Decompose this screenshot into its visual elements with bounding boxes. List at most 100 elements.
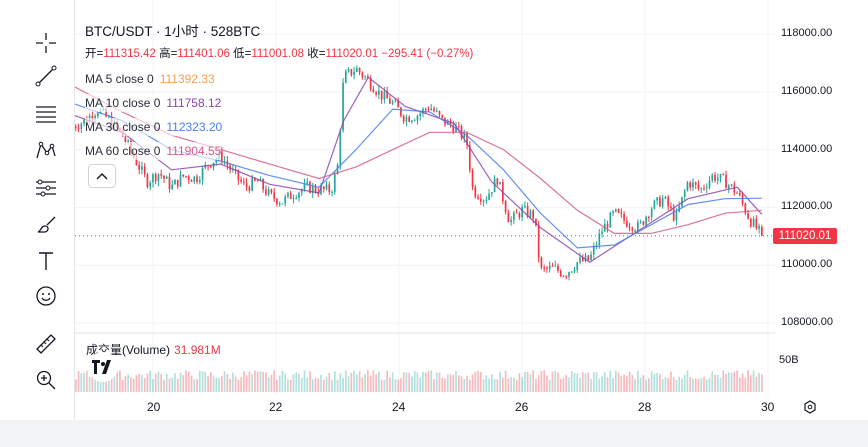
candle-body — [435, 111, 438, 113]
volume-bar — [378, 371, 380, 392]
volume-bar — [372, 370, 375, 392]
candle-body — [752, 218, 755, 227]
candle-body — [554, 265, 557, 267]
candle-body — [138, 164, 141, 170]
candle-body — [433, 108, 435, 112]
indicator-ma10[interactable]: MA 10 close 0 111758.12 — [85, 94, 222, 112]
volume-bar — [603, 372, 606, 392]
chart-settings-button[interactable] — [800, 398, 820, 416]
candle-body — [289, 192, 292, 199]
time-tick: 20 — [147, 400, 161, 414]
candle-body — [154, 174, 157, 182]
volume-bar — [664, 377, 667, 392]
volume-bar — [637, 371, 639, 392]
candle-body — [77, 128, 80, 130]
indicator-ma5[interactable]: MA 5 close 0 111392.33 — [85, 70, 215, 88]
volume-bar — [557, 372, 559, 392]
prediction-icon[interactable] — [27, 175, 65, 201]
candle-body — [344, 71, 347, 83]
ohlc-row: 开=111315.42 高=111401.06 低=111001.08 收=11… — [85, 48, 474, 60]
candle-body — [193, 176, 196, 182]
candle-body — [714, 174, 716, 181]
volume-bar — [380, 379, 383, 392]
volume-bar — [267, 377, 270, 392]
indicator-value: 111392.33 — [159, 72, 215, 86]
candle-body — [163, 175, 165, 179]
chart-area[interactable] — [75, 0, 775, 420]
volume-bar — [91, 374, 94, 392]
volume-bar — [400, 378, 402, 392]
candle-body — [452, 124, 455, 132]
indicator-ma60[interactable]: MA 60 close 0 111904.55 — [85, 142, 222, 160]
close-value: 111020.01 — [325, 48, 379, 60]
crosshair-icon[interactable] — [27, 30, 65, 56]
price-chart[interactable] — [75, 0, 775, 420]
candle-body — [176, 179, 179, 187]
candle-body — [408, 117, 411, 122]
volume-bar — [187, 371, 190, 392]
volume-bar — [278, 375, 281, 392]
collapse-legend-button[interactable] — [88, 164, 116, 188]
candle-body — [524, 205, 526, 208]
volume-bar — [201, 371, 204, 392]
candle-body — [727, 185, 730, 189]
volume-bar — [165, 373, 168, 392]
volume-bar — [760, 374, 763, 392]
volume-bar — [623, 374, 625, 392]
volume-bar — [394, 378, 397, 392]
volume-bar — [532, 370, 535, 392]
volume-bar — [287, 379, 289, 392]
volume-bar — [256, 371, 259, 392]
volume-bar — [75, 379, 77, 392]
volume-bar — [568, 377, 570, 392]
volume-bar — [119, 370, 121, 392]
volume-bar — [441, 377, 444, 392]
ruler-icon[interactable] — [27, 331, 65, 357]
candle-body — [543, 267, 546, 269]
candle-body — [198, 180, 201, 183]
ma-line-ma-10 — [75, 76, 763, 264]
zoom-in-icon[interactable] — [27, 367, 65, 393]
pattern-icon[interactable] — [27, 138, 65, 164]
volume-bar — [601, 376, 603, 392]
price-axis[interactable]: 118000.00 116000.00 114000.00 112000.00 … — [775, 0, 868, 420]
candle-body — [209, 166, 212, 168]
volume-bar — [672, 377, 675, 392]
candle-body — [614, 209, 617, 212]
volume-bar — [548, 379, 551, 392]
text-icon[interactable] — [27, 248, 65, 274]
volume-bar — [190, 375, 193, 392]
brush-icon[interactable] — [27, 212, 65, 238]
volume-bar — [463, 379, 466, 392]
indicator-label: MA 30 close 0 — [85, 120, 161, 134]
volume-bar — [579, 377, 581, 392]
candle-body — [165, 176, 168, 179]
candle-body — [719, 174, 722, 179]
volume-bar — [160, 373, 163, 392]
tradingview-logo[interactable] — [88, 352, 118, 382]
volume-bar — [736, 370, 738, 392]
candle-body — [736, 192, 738, 194]
volume-bar — [204, 371, 207, 392]
price-tick: 114000.00 — [781, 143, 833, 155]
volume-bar — [620, 375, 623, 392]
indicator-label: MA 10 close 0 — [85, 96, 161, 110]
indicator-value: 111758.12 — [166, 96, 222, 110]
candle-body — [606, 224, 609, 228]
candle-body — [697, 184, 700, 189]
candle-body — [397, 100, 400, 108]
trendline-icon[interactable] — [27, 63, 65, 89]
candle-body — [625, 220, 628, 227]
volume-bar — [350, 372, 353, 392]
volume-bar — [755, 376, 758, 392]
volume-legend[interactable]: 成交量(Volume) 31.981M — [86, 341, 221, 358]
symbol-title[interactable]: BTC/USDT · 1小时 · 528BTC — [85, 24, 261, 39]
time-axis[interactable]: 20 22 24 26 28 30 — [75, 396, 775, 420]
emoji-icon[interactable] — [27, 283, 65, 309]
fib-retracement-icon[interactable] — [27, 101, 65, 127]
volume-bar — [656, 372, 659, 392]
volume-bar — [703, 376, 705, 392]
candle-body — [515, 212, 518, 214]
indicator-ma30[interactable]: MA 30 close 0 112323.20 — [85, 118, 223, 136]
chevron-up-icon — [96, 173, 108, 180]
